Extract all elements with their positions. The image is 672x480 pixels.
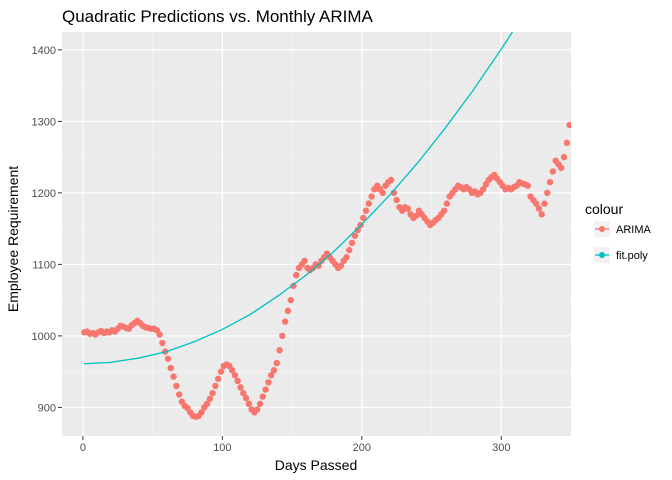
data-point-arima xyxy=(301,257,308,265)
series-line-fit-poly xyxy=(84,32,514,365)
data-point-arima xyxy=(259,393,267,400)
data-point-arima xyxy=(212,382,219,390)
data-point-arima xyxy=(170,373,177,380)
legend-title: colour xyxy=(585,201,623,217)
data-point-arima xyxy=(563,139,571,147)
data-point-arima xyxy=(164,355,172,362)
data-point-arima xyxy=(231,372,239,379)
chart-title: Quadratic Predictions vs. Monthly ARIMA xyxy=(62,7,374,26)
data-point-arima xyxy=(524,182,531,189)
data-point-arima xyxy=(254,406,261,413)
data-point-arima xyxy=(276,346,283,354)
data-point-arima xyxy=(413,212,420,219)
data-point-arima xyxy=(546,178,554,186)
x-tick-label: 200 xyxy=(353,442,371,454)
data-point-arima xyxy=(167,364,174,372)
grid-minor xyxy=(62,32,571,436)
y-tick-label: 1400 xyxy=(32,45,56,57)
data-point-arima xyxy=(279,332,286,340)
data-point-arima xyxy=(443,200,451,207)
y-axis-title: Employee Requirement xyxy=(5,166,21,312)
data-point-arima xyxy=(558,164,565,172)
y-tick-label: 1000 xyxy=(32,331,56,343)
data-point-arima xyxy=(267,372,275,379)
data-point-arima xyxy=(544,189,551,197)
data-point-arima xyxy=(541,200,548,207)
data-point-arima xyxy=(173,382,180,390)
legend-key-point-arima xyxy=(599,226,605,232)
data-point-arima xyxy=(175,391,183,398)
data-point-arima xyxy=(281,318,289,325)
data-point-arima xyxy=(368,193,375,200)
x-axis-ticks: 0 100 200 300 xyxy=(80,436,510,454)
data-point-arima xyxy=(217,368,225,375)
data-point-arima xyxy=(228,367,236,374)
x-tick-label: 0 xyxy=(80,442,86,454)
data-point-arima xyxy=(404,205,412,212)
data-point-arima xyxy=(560,153,568,161)
data-point-arima xyxy=(337,262,345,270)
y-tick-label: 1200 xyxy=(32,188,56,200)
data-point-arima xyxy=(273,359,280,367)
data-point-arima xyxy=(159,339,166,347)
data-point-arima xyxy=(265,379,272,386)
data-point-arima xyxy=(293,271,300,279)
data-point-arima xyxy=(198,409,205,416)
data-point-arima xyxy=(315,262,322,270)
data-point-arima xyxy=(206,395,214,403)
data-point-arima xyxy=(354,226,361,234)
data-point-arima xyxy=(242,394,250,402)
y-tick-label: 1100 xyxy=(32,259,56,271)
data-point-arima xyxy=(379,189,386,197)
data-point-arima xyxy=(535,205,543,212)
y-tick-label: 1300 xyxy=(32,116,56,128)
y-tick-label: 900 xyxy=(38,402,56,414)
x-axis-title: Days Passed xyxy=(275,457,357,473)
data-point-arima xyxy=(284,307,292,315)
data-point-arima xyxy=(393,196,400,204)
data-point-arima xyxy=(209,389,216,397)
data-point-arima xyxy=(532,200,540,207)
data-point-arima xyxy=(440,207,448,214)
legend-label-fit-poly: fit.poly xyxy=(616,250,648,262)
legend-item-fit-poly: fit.poly xyxy=(594,247,648,263)
data-point-arima xyxy=(365,200,372,207)
data-point-arima xyxy=(234,377,241,385)
data-point-arima xyxy=(270,367,278,374)
legend-label-arima: ARIMA xyxy=(616,224,652,236)
legend-item-arima: ARIMA xyxy=(594,221,652,237)
data-point-arima xyxy=(566,121,571,129)
data-point-arima xyxy=(549,168,557,175)
data-point-arima xyxy=(346,246,353,254)
grid-major xyxy=(62,32,571,436)
data-point-arima xyxy=(538,211,545,218)
data-point-arima xyxy=(343,254,350,261)
x-tick-label: 300 xyxy=(492,442,510,454)
data-point-arima xyxy=(262,386,269,393)
plot-panel xyxy=(62,32,571,436)
data-point-arima xyxy=(290,282,297,290)
legend-key-point-fit-poly xyxy=(599,252,605,258)
data-point-arima xyxy=(287,296,294,304)
data-point-arima xyxy=(348,239,356,247)
data-point-arima xyxy=(214,375,222,382)
y-axis-ticks: 900 1000 1100 1200 1300 1400 xyxy=(32,45,62,414)
data-point-arima xyxy=(387,176,395,184)
data-point-arima xyxy=(479,186,487,193)
data-point-arima xyxy=(240,389,247,397)
data-point-arima xyxy=(237,384,244,391)
data-point-arima xyxy=(245,400,253,408)
x-tick-label: 100 xyxy=(213,442,231,454)
series-layer xyxy=(81,32,571,420)
data-point-arima xyxy=(203,400,211,408)
data-point-arima xyxy=(351,232,359,239)
data-point-arima xyxy=(256,400,264,408)
data-point-arima xyxy=(360,214,367,222)
data-point-arima xyxy=(156,331,163,338)
legend: colour ARIMA fit.poly xyxy=(585,201,652,263)
data-point-arima xyxy=(362,207,370,214)
